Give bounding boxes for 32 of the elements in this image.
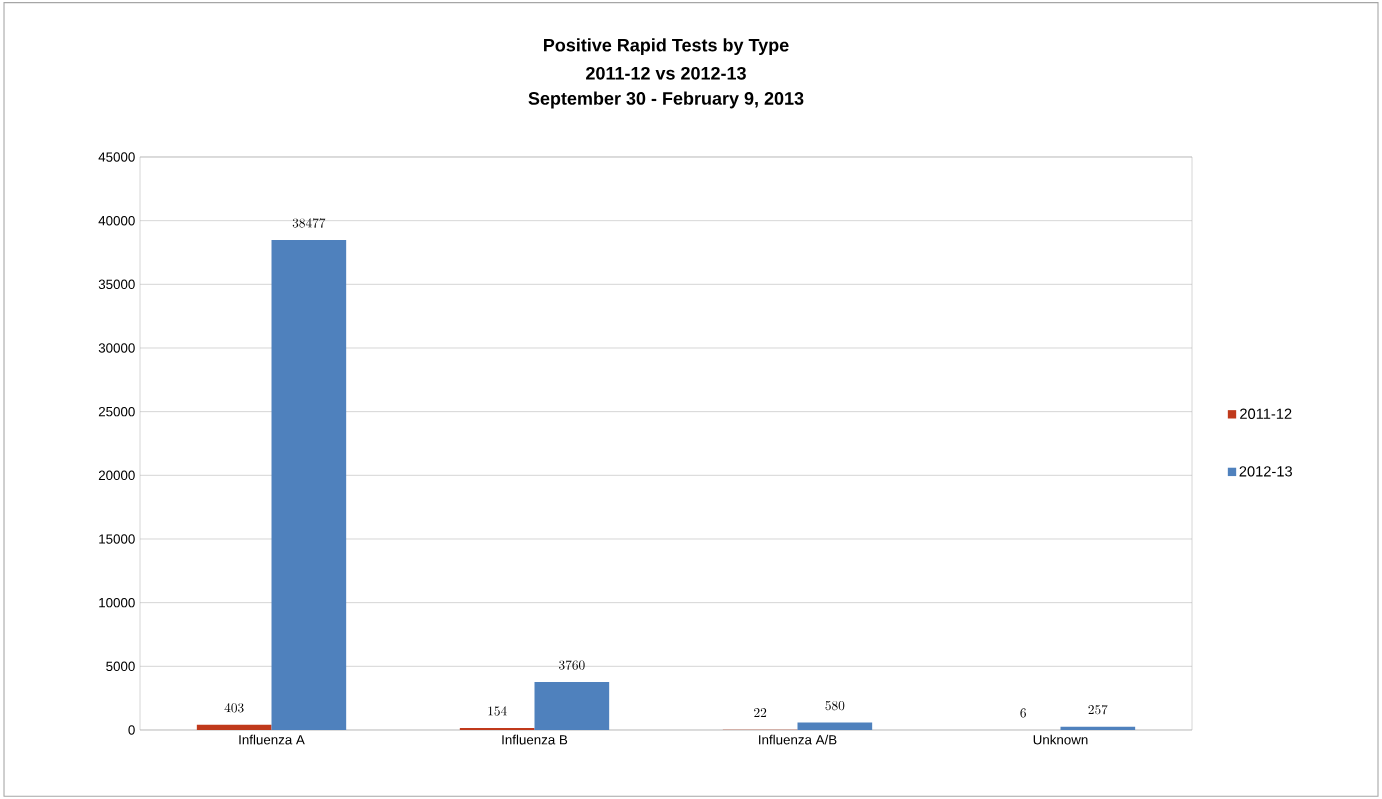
x-tick-label: Influenza A xyxy=(239,734,305,745)
y-tick-label: 25000 xyxy=(98,406,135,417)
chart-subtitle: 2011-12 vs 2012-13 xyxy=(586,66,746,80)
data-label: 6 xyxy=(1020,708,1026,718)
bar xyxy=(1060,726,1136,730)
y-tick-label: 30000 xyxy=(98,343,135,353)
legend-label: 2011-12 xyxy=(1240,408,1292,419)
x-tick-label: Influenza A/B xyxy=(759,734,837,745)
y-tick-label: 35000 xyxy=(98,279,135,290)
bar xyxy=(271,240,347,730)
bar xyxy=(196,724,272,730)
data-label: 580 xyxy=(825,701,845,711)
y-tick-label: 40000 xyxy=(98,215,135,226)
y-tick-label: 20000 xyxy=(98,470,135,481)
y-tick-label: 45000 xyxy=(98,152,135,162)
legend-label: 2012-13 xyxy=(1239,466,1292,477)
x-tick-label: Influenza B xyxy=(502,734,568,745)
bar xyxy=(534,682,610,730)
data-label: 154 xyxy=(488,706,507,716)
y-tick-label: 15000 xyxy=(99,534,135,544)
data-label: 22 xyxy=(754,708,767,717)
data-label: 257 xyxy=(1088,704,1108,715)
data-label: 38477 xyxy=(292,218,326,228)
data-label: 3760 xyxy=(559,660,585,670)
bar xyxy=(797,722,873,730)
x-tick-label: Unknown xyxy=(1033,734,1088,745)
chart-title: Positive Rapid Tests by Type xyxy=(544,38,789,56)
y-tick-label: 5000 xyxy=(106,661,135,672)
y-tick-label: 0 xyxy=(128,725,135,735)
y-tick-label: 10000 xyxy=(99,597,135,608)
text: September 30 - February 9, 2013 xyxy=(528,91,804,109)
data-label: 403 xyxy=(224,703,244,713)
